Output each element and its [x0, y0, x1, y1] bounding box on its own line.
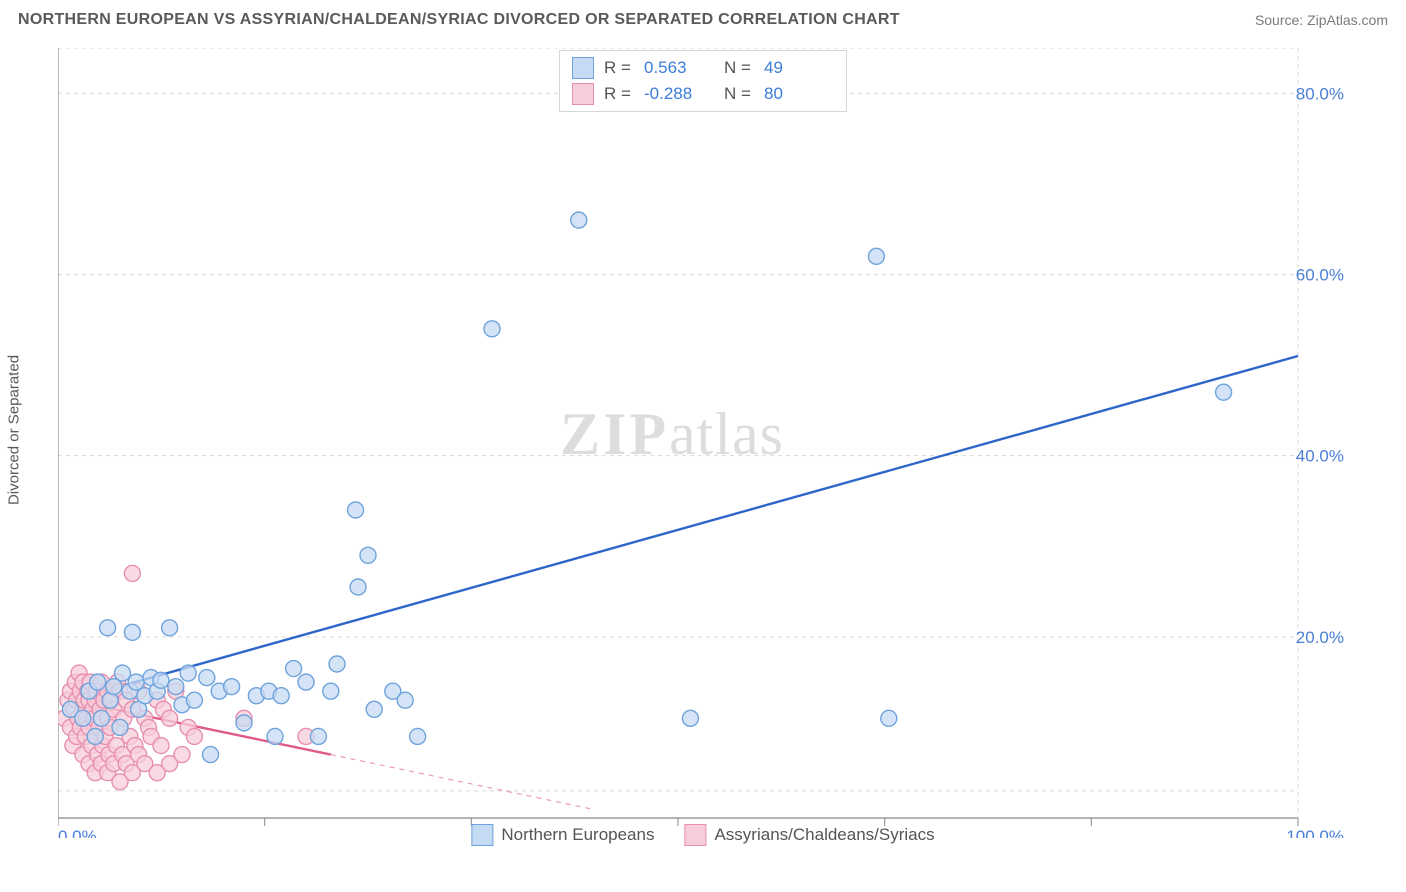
n-label: N =: [724, 58, 754, 78]
legend-swatch: [471, 824, 493, 846]
legend-swatch: [684, 824, 706, 846]
r-value: -0.288: [644, 84, 714, 104]
chart-title: NORTHERN EUROPEAN VS ASSYRIAN/CHALDEAN/S…: [18, 11, 900, 29]
svg-text:80.0%: 80.0%: [1296, 84, 1344, 103]
chart-header: NORTHERN EUROPEAN VS ASSYRIAN/CHALDEAN/S…: [0, 0, 1406, 40]
legend-label: Assyrians/Chaldeans/Syriacs: [714, 825, 934, 845]
r-label: R =: [604, 58, 634, 78]
svg-text:100.0%: 100.0%: [1286, 827, 1344, 838]
n-value: 49: [764, 58, 834, 78]
legend-row-assyrian: R = -0.288 N = 80: [572, 81, 834, 107]
series-legend: Northern Europeans Assyrians/Chaldeans/Sy…: [471, 824, 934, 846]
svg-text:20.0%: 20.0%: [1296, 628, 1344, 647]
r-label: R =: [604, 84, 634, 104]
svg-text:60.0%: 60.0%: [1296, 265, 1344, 284]
legend-item-assyrian: Assyrians/Chaldeans/Syriacs: [684, 824, 934, 846]
y-axis-title: Divorced or Separated: [6, 355, 23, 505]
chart-source: Source: ZipAtlas.com: [1255, 12, 1388, 28]
svg-text:40.0%: 40.0%: [1296, 447, 1344, 466]
legend-swatch: [572, 83, 594, 105]
legend-item-northern: Northern Europeans: [471, 824, 654, 846]
chart-area: 20.0% 40.0% 60.0% 80.0% 0.0% 100.0%: [58, 48, 1348, 838]
scatter-chart: 20.0% 40.0% 60.0% 80.0% 0.0% 100.0%: [58, 48, 1348, 838]
svg-text:0.0%: 0.0%: [58, 827, 97, 838]
legend-label: Northern Europeans: [501, 825, 654, 845]
legend-swatch: [572, 57, 594, 79]
n-value: 80: [764, 84, 834, 104]
n-label: N =: [724, 84, 754, 104]
correlation-legend: R = 0.563 N = 49 R = -0.288 N = 80: [559, 50, 847, 112]
legend-row-northern: R = 0.563 N = 49: [572, 55, 834, 81]
r-value: 0.563: [644, 58, 714, 78]
